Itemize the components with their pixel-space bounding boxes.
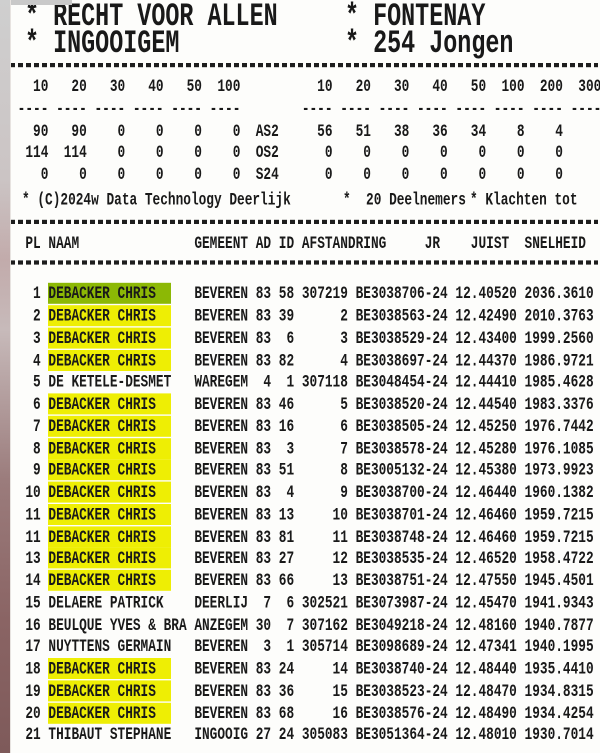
results-header: PL NAAM GEMEENT AD ID AFSTANDRING JR JUI…	[0, 232, 600, 254]
name-highlight: DEBACKER CHRIS	[48, 459, 172, 481]
prize-row-AS2: 90 90 0 0 0 0 AS2 56 51 38 36 34 8 4	[10, 119, 600, 141]
result-row-16: 16 BEULQUE YVES & BRA ANZEGEM 30 7 30716…	[10, 614, 594, 636]
result-row-4: 4 DEBACKER CHRIS BEVEREN 83 82 4 BE30386…	[10, 349, 594, 371]
result-row-12: 11 DEBACKER CHRIS BEVEREN 83 81 11 BE303…	[10, 525, 594, 547]
name-highlight: DEBACKER CHRIS	[48, 415, 172, 437]
result-row-19: 19 DEBACKER CHRIS BEVEREN 83 36 15 BE303…	[10, 680, 594, 702]
result-row-14: 14 DEBACKER CHRIS BEVEREN 83 66 13 BE303…	[10, 570, 594, 592]
result-row-21: 21 THIBAUT STEPHANE INGOOIG 27 24 305083…	[10, 724, 594, 746]
prize-ticks-line: 10 20 30 40 50 100 10 20 30 40 50 100 20…	[10, 75, 600, 97]
copyright-line: * (C)2024w Data Technology Deerlijk * 20…	[0, 189, 600, 211]
club-name: * RECHT VOOR ALLEN	[25, 0, 278, 37]
participants-text: * 20 Deelnemers	[343, 188, 466, 210]
prize-row-S24: 0 0 0 0 0 0 S24 0 0 0 0 0 0 0	[10, 164, 600, 186]
name-highlight: DEBACKER CHRIS	[48, 327, 172, 349]
complaints-text: * Klachten tot	[470, 188, 578, 210]
result-row-11: 11 DEBACKER CHRIS BEVEREN 83 13 10 BE303…	[10, 503, 594, 525]
name-highlight: DEBACKER CHRIS	[48, 658, 172, 680]
result-row-17: 17 NUYTTENS GERMAIN BEVEREN 3 1 305714 B…	[10, 636, 594, 658]
result-row-1: 1 DEBACKER CHRIS BEVEREN 83 58 307219 BE…	[10, 283, 594, 305]
name-highlight: DEBACKER CHRIS	[48, 702, 172, 724]
dashed-rule-mid	[10, 219, 598, 224]
name-highlight: DEBACKER CHRIS	[48, 503, 172, 525]
name-highlight: DEBACKER CHRIS	[48, 437, 172, 459]
copyright-text: * (C)2024w Data Technology Deerlijk	[22, 188, 291, 210]
page-edge-strip	[0, 0, 11, 753]
result-row-3: 3 DEBACKER CHRIS BEVEREN 83 6 3 BE303852…	[10, 327, 594, 349]
prize-dash-line: ---- ---- ---- ---- ---- ---- ---- ---- …	[10, 97, 600, 119]
result-row-7: 7 DEBACKER CHRIS BEVEREN 83 16 6 BE30385…	[10, 415, 594, 437]
name-highlight: DEBACKER CHRIS	[48, 305, 172, 327]
header-line-1: * RECHT VOOR ALLEN * FONTENAY	[0, 0, 600, 37]
result-row-10: 10 DEBACKER CHRIS BEVEREN 83 4 9 BE30387…	[10, 481, 594, 503]
club-town: * INGOOIGEM	[25, 26, 180, 63]
dashed-rule-bottom	[10, 261, 598, 266]
result-row-2: 2 DEBACKER CHRIS BEVEREN 83 39 2 BE30385…	[10, 305, 594, 327]
name-highlight: DEBACKER CHRIS	[48, 548, 172, 570]
result-row-5: 5 DE KETELE-DESMET WAREGEM 4 1 307118 BE…	[10, 371, 594, 393]
results-table: 1 DEBACKER CHRIS BEVEREN 83 58 307219 BE…	[0, 283, 600, 746]
name-highlight: DEBACKER CHRIS	[48, 393, 172, 415]
name-highlight: DEBACKER CHRIS	[48, 525, 172, 547]
prize-row-OS2: 114 114 0 0 0 0 OS2 0 0 0 0 0 0 0	[10, 142, 600, 164]
result-row-20: 20 DEBACKER CHRIS BEVEREN 83 68 16 BE303…	[10, 702, 594, 724]
result-row-13: 13 DEBACKER CHRIS BEVEREN 83 27 12 BE303…	[10, 548, 594, 570]
results-header-row: PL NAAM GEMEENT AD ID AFSTANDRING JR JUI…	[10, 231, 594, 253]
prize-summary: 10 20 30 40 50 100 10 20 30 40 50 100 20…	[0, 76, 600, 186]
race-birds-count: * 254 Jongen	[345, 26, 514, 63]
name-highlight: DEBACKER CHRIS	[48, 570, 172, 592]
header-line-2: * INGOOIGEM * 254 Jongen	[0, 26, 600, 63]
name-highlight: DEBACKER CHRIS	[48, 283, 172, 305]
dashed-rule-top	[10, 63, 598, 68]
name-highlight: DEBACKER CHRIS	[48, 349, 172, 371]
race-name: * FONTENAY	[345, 0, 486, 37]
name-highlight: DEBACKER CHRIS	[48, 680, 172, 702]
result-row-9: 9 DEBACKER CHRIS BEVEREN 83 51 8 BE30051…	[10, 459, 594, 481]
name-highlight: DEBACKER CHRIS	[48, 481, 172, 503]
result-row-18: 18 DEBACKER CHRIS BEVEREN 83 24 14 BE303…	[10, 658, 594, 680]
result-row-8: 8 DEBACKER CHRIS BEVEREN 83 3 7 BE303857…	[10, 437, 594, 459]
result-row-6: 6 DEBACKER CHRIS BEVEREN 83 46 5 BE30385…	[10, 393, 594, 415]
document-header: * RECHT VOOR ALLEN * FONTENAY * INGOOIGE…	[0, 0, 600, 63]
scan-artifact-smudge	[0, 0, 72, 5]
result-row-15: 15 DELAERE PATRICK DEERLIJ 7 6 302521 BE…	[10, 592, 594, 614]
